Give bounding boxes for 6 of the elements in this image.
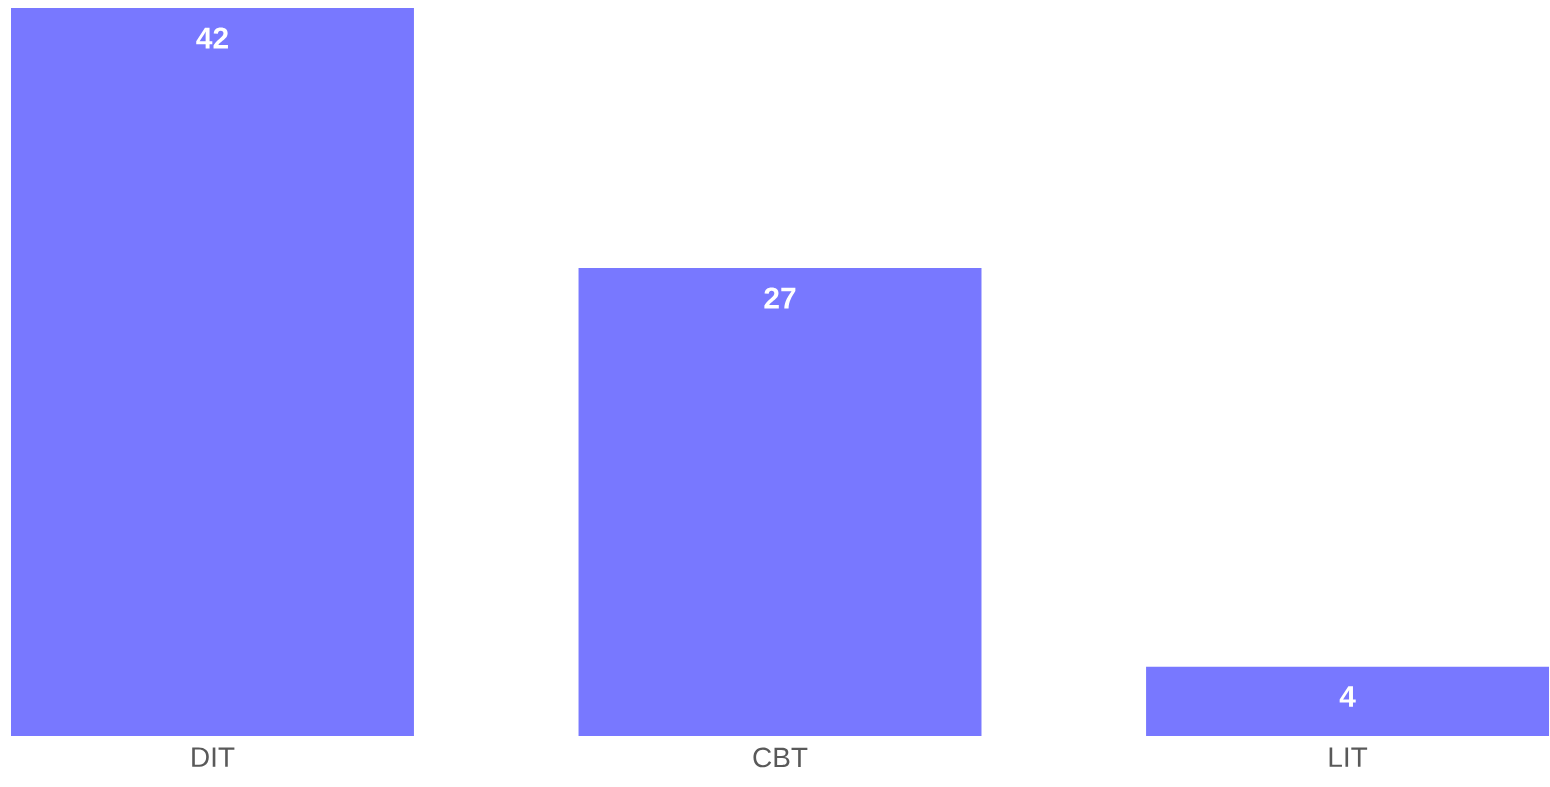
x-tick-label: LIT xyxy=(1329,747,1368,767)
data-label: 27 xyxy=(764,287,796,309)
data-label: 4 xyxy=(1339,686,1356,707)
x-tick-label: CBT xyxy=(753,747,808,768)
x-tick-label: DIT xyxy=(192,747,235,767)
data-label: 42 xyxy=(196,27,228,49)
